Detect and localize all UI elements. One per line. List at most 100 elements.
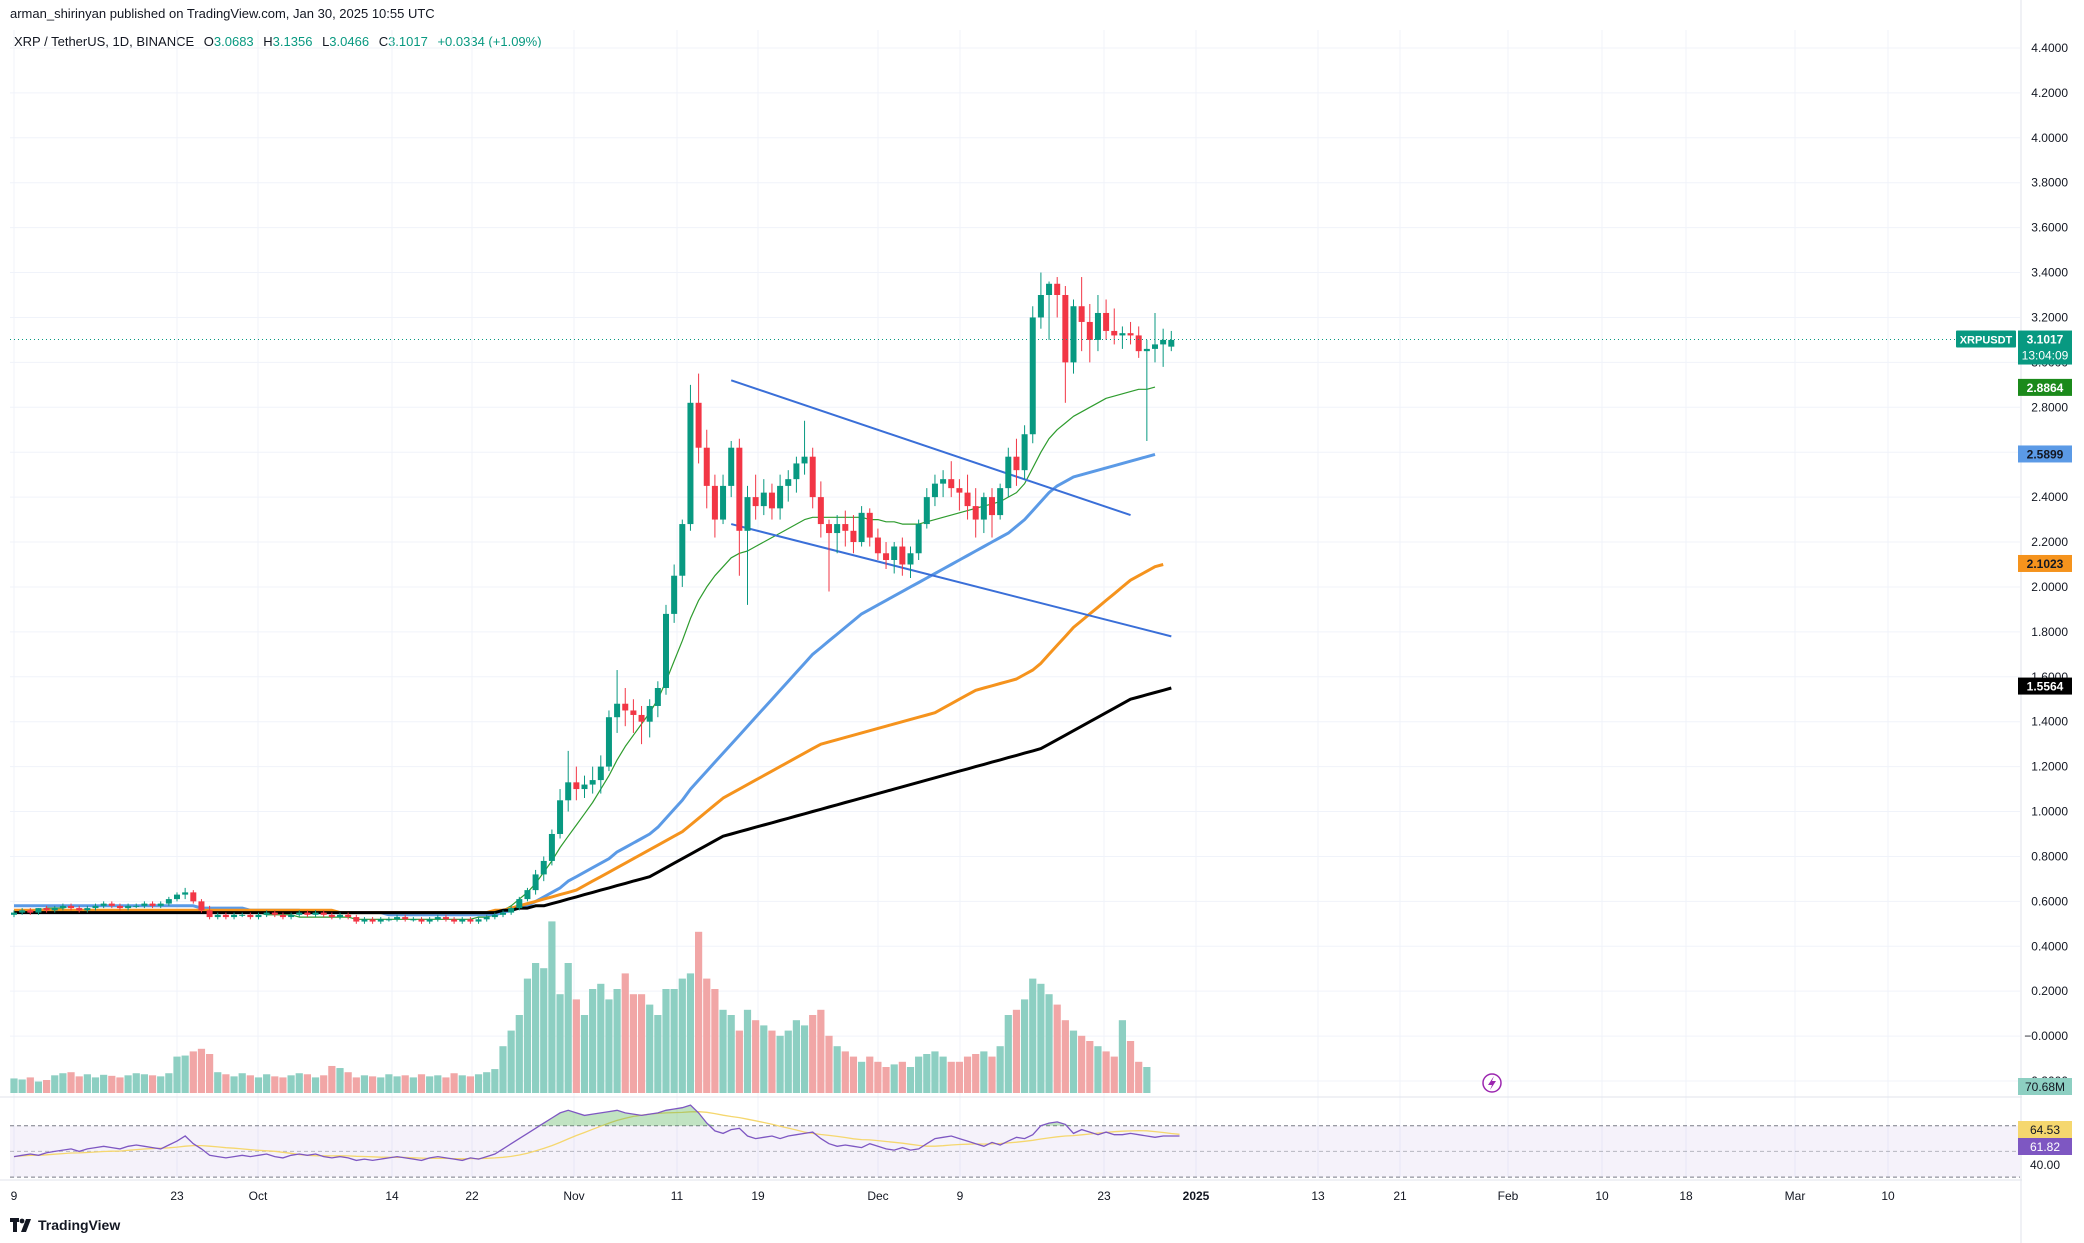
- candle-body: [475, 919, 482, 922]
- candle: [989, 488, 995, 538]
- volume-bar: [882, 1067, 890, 1093]
- volume-bar: [931, 1051, 939, 1093]
- candle-body: [255, 914, 262, 918]
- volume-bar: [295, 1073, 303, 1093]
- volume-bar: [670, 989, 678, 1093]
- candle-body: [809, 456, 816, 498]
- low-label: L: [322, 34, 330, 49]
- candle-body: [125, 905, 132, 909]
- candle-body: [972, 506, 979, 520]
- candle: [874, 528, 881, 560]
- high-label: H: [263, 34, 273, 49]
- volume-bar: [817, 1009, 825, 1093]
- candle: [915, 519, 922, 560]
- candle-body: [182, 892, 189, 895]
- price-tick-label: 0.4000: [2031, 939, 2068, 953]
- candle-body: [915, 524, 922, 554]
- candle: [891, 542, 898, 574]
- candle-body: [516, 899, 523, 909]
- candle: [459, 917, 466, 924]
- candle: [752, 474, 759, 520]
- candle: [255, 912, 262, 920]
- candle-body: [826, 524, 832, 534]
- candle-body: [1127, 333, 1134, 336]
- close-value: 3.1017: [388, 34, 428, 49]
- last-price-bg: [2018, 330, 2072, 365]
- candle: [1021, 425, 1028, 480]
- ma-value-tag-bg: [2018, 445, 2072, 463]
- price-tick-label: 1.8000: [2031, 625, 2068, 639]
- volume-bar: [230, 1076, 238, 1093]
- candle: [630, 699, 637, 733]
- candle: [174, 892, 180, 902]
- volume-bar: [1053, 1004, 1061, 1093]
- candle-body: [1111, 330, 1118, 336]
- volume-bar: [874, 1061, 882, 1093]
- volume-bar: [972, 1054, 980, 1093]
- candle: [671, 564, 678, 623]
- volume-bar: [678, 978, 686, 1093]
- candle-body: [1021, 434, 1028, 471]
- candle: [165, 896, 172, 906]
- candle-body: [1037, 295, 1044, 318]
- time-tick-label: 10: [1595, 1189, 1609, 1203]
- close-label: C: [378, 34, 389, 49]
- volume-bar: [1094, 1046, 1102, 1093]
- volume-bar: [238, 1073, 246, 1093]
- trendline-lower: [730, 523, 1172, 638]
- candle: [997, 483, 1004, 520]
- candle: [239, 912, 246, 918]
- candle: [736, 438, 743, 576]
- price-tick-label: 1.2000: [2031, 760, 2068, 774]
- volume-bar: [157, 1076, 165, 1093]
- volume-bar: [833, 1046, 841, 1093]
- price-tick-label: 1.4000: [2031, 715, 2068, 729]
- candle-body: [1135, 335, 1142, 352]
- candle-body: [483, 917, 490, 920]
- candle-body: [695, 402, 702, 448]
- candle-body: [663, 613, 669, 689]
- candle-body: [141, 903, 148, 906]
- price-tick-label: 2.2000: [2031, 535, 2068, 549]
- volume-bar: [18, 1079, 26, 1093]
- ma-value-tag-bg: [2018, 677, 2072, 695]
- volume-bar: [825, 1035, 833, 1093]
- candle: [157, 901, 164, 909]
- volume-bar: [108, 1075, 116, 1093]
- volume-bar: [320, 1075, 328, 1093]
- rsi-axis-tag: 61.82: [2018, 1138, 2072, 1155]
- candle: [532, 869, 539, 895]
- candle-body: [51, 908, 58, 911]
- candle: [182, 887, 189, 900]
- volume-bar: [67, 1072, 75, 1093]
- rsi-axis-tag: 64.53: [2018, 1121, 2072, 1138]
- candle-body: [679, 524, 686, 576]
- trendline-upper: [730, 379, 1131, 517]
- candle: [883, 542, 890, 569]
- symbol-name[interactable]: XRP / TetherUS, 1D, BINANCE: [14, 34, 195, 49]
- volume-bar: [621, 973, 629, 1093]
- candle: [133, 903, 140, 909]
- candle: [59, 903, 66, 911]
- candle-body: [777, 485, 784, 509]
- volume-bar: [197, 1048, 206, 1093]
- price-tick-label: 0.8000: [2031, 849, 2068, 863]
- volume-bar: [206, 1054, 214, 1093]
- candle-body: [394, 917, 401, 920]
- candle: [540, 856, 547, 882]
- candle: [614, 670, 621, 733]
- volume-bar: [124, 1075, 132, 1093]
- candle: [247, 912, 254, 920]
- candle: [279, 912, 286, 920]
- candle: [931, 474, 938, 507]
- candle-body: [35, 908, 42, 913]
- publisher-line: arman_shirinyan published on TradingView…: [10, 6, 435, 21]
- tradingview-logo[interactable]: TradingView: [10, 1217, 120, 1233]
- candle: [1119, 326, 1126, 349]
- time-tick-label: 18: [1679, 1189, 1693, 1203]
- volume-bar: [605, 999, 613, 1093]
- volume-tag-text: 70.68M: [2025, 1080, 2065, 1094]
- candle-body: [198, 901, 205, 911]
- rsi-axis-tag-bg: [2018, 1121, 2072, 1138]
